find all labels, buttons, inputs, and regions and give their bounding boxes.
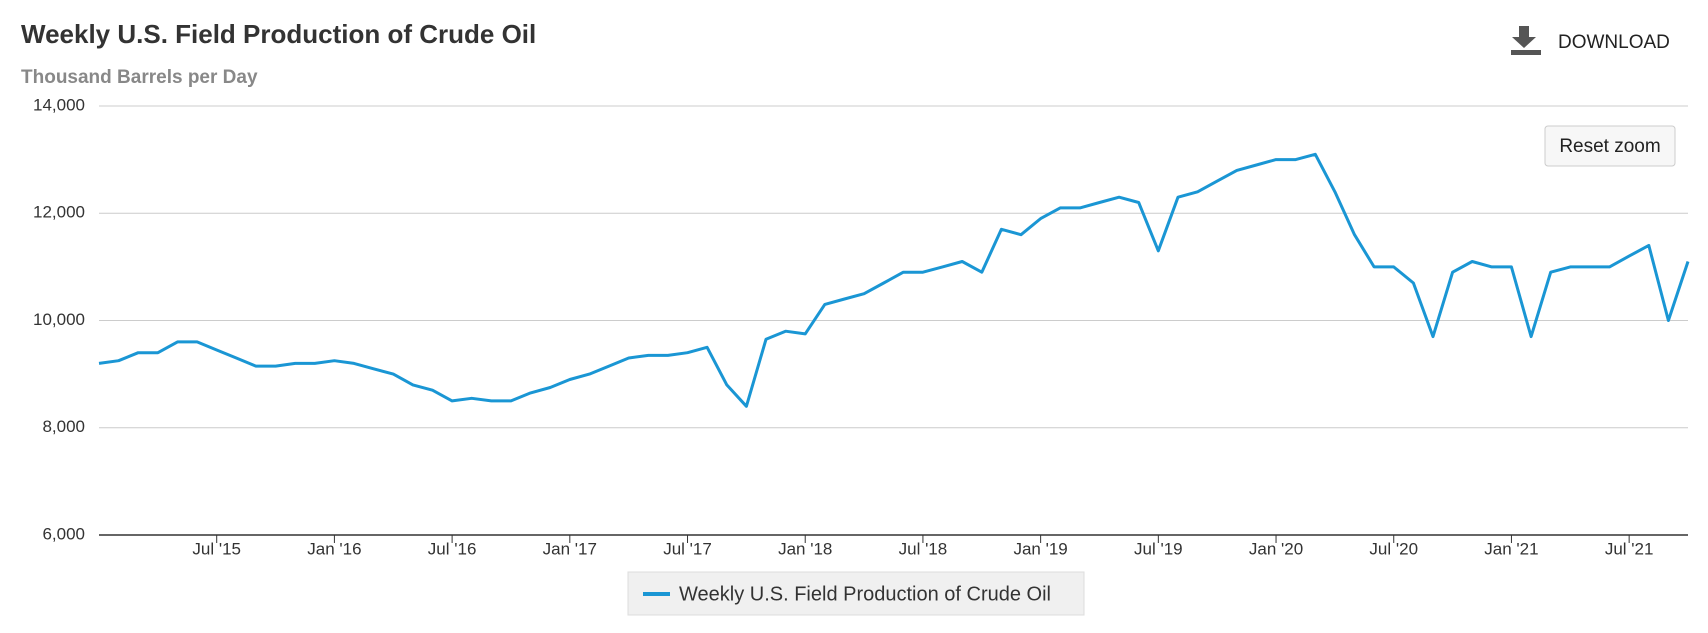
x-tick-label: Jan '21 [1484, 539, 1538, 558]
x-tick-label: Jan '19 [1013, 539, 1067, 558]
y-tick-label: 8,000 [42, 417, 85, 436]
x-tick-label: Jan '20 [1249, 539, 1303, 558]
legend[interactable]: Weekly U.S. Field Production of Crude Oi… [627, 571, 1085, 616]
chart-subtitle: Thousand Barrels per Day [21, 67, 258, 88]
download-label: DOWNLOAD [1558, 32, 1670, 53]
series-line [98, 152, 1690, 408]
reset-zoom-label: Reset zoom [1559, 136, 1660, 157]
chart-title: Weekly U.S. Field Production of Crude Oi… [21, 19, 536, 49]
x-tick-label: Jul '21 [1605, 539, 1654, 558]
x-tick-label: Jul '19 [1134, 539, 1183, 558]
legend-label: Weekly U.S. Field Production of Crude Oi… [679, 583, 1051, 605]
download-button[interactable]: DOWNLOAD [1510, 25, 1685, 61]
x-tick-label: Jan '16 [307, 539, 361, 558]
x-tick-label: Jan '17 [543, 539, 597, 558]
y-tick-label: 6,000 [42, 524, 85, 543]
reset-zoom-button[interactable]: Reset zoom [1544, 125, 1676, 167]
y-tick-label: 10,000 [33, 310, 85, 329]
reset-zoom-bg[interactable] [1544, 125, 1676, 167]
x-tick-label: Jan '18 [778, 539, 832, 558]
x-tick-label: Jul '16 [428, 539, 477, 558]
x-tick-label: Jul '18 [899, 539, 948, 558]
x-tick-label: Jul '20 [1369, 539, 1418, 558]
y-tick-label: 14,000 [33, 95, 85, 114]
x-tick-label: Jul '17 [663, 539, 712, 558]
x-tick-label: Jul '15 [192, 539, 241, 558]
download-icon [1511, 26, 1541, 55]
y-tick-label: 12,000 [33, 203, 85, 222]
legend-bg[interactable] [627, 571, 1085, 616]
